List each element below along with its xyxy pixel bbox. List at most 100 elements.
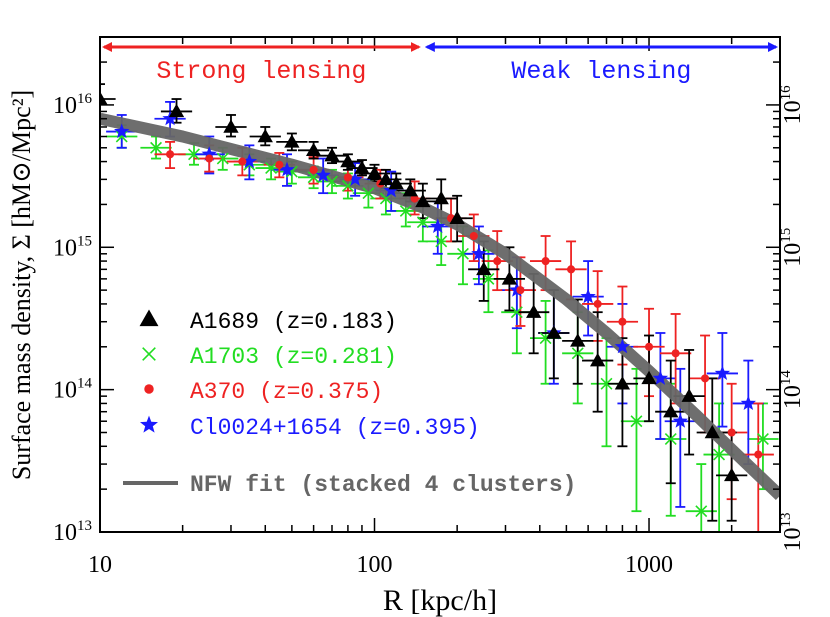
legend-fit-label: NFW fit (stacked 4 clusters) xyxy=(190,472,576,498)
data-point-cross xyxy=(416,216,429,229)
data-point-cross xyxy=(482,272,495,285)
x-tick-label: 1000 xyxy=(625,552,673,578)
legend-marker-triangle xyxy=(139,309,159,327)
y-tick-label-right: 1014 xyxy=(778,370,806,410)
data-point-star xyxy=(347,171,363,186)
data-point-circle xyxy=(343,173,352,182)
data-point-circle xyxy=(644,342,654,351)
data-point-circle xyxy=(469,231,478,241)
data-point-circle xyxy=(618,317,627,326)
data-point-cross xyxy=(456,247,469,260)
data-point-triangle xyxy=(681,388,697,402)
data-point-cross xyxy=(630,415,643,428)
data-point-circle xyxy=(410,194,419,203)
data-point-circle xyxy=(309,165,318,174)
tick-layer: 10 100 1000 1013 1013 1014 1014 1015 1015 1016 101… xyxy=(53,36,806,578)
data-point-circle xyxy=(593,299,602,308)
y-tick-label: 1016 xyxy=(53,91,93,119)
x-tick-label: 100 xyxy=(357,552,393,578)
plot-frame xyxy=(99,36,781,533)
data-point-triangle xyxy=(590,352,606,367)
x-axis-label: R [kpc/h] xyxy=(383,584,497,617)
data-point-triangle xyxy=(614,376,631,390)
data-point-star xyxy=(114,123,130,139)
y-tick-label: 1013 xyxy=(53,518,92,546)
data-point-triangle xyxy=(526,304,542,318)
data-point-triangle xyxy=(378,171,394,186)
data-point-circle xyxy=(727,428,736,437)
data-point-star xyxy=(471,245,487,261)
data-point-triangle xyxy=(570,333,586,347)
data-point-cross xyxy=(435,235,448,248)
data-point-triangle xyxy=(168,103,185,118)
y-tick-label-right: 1015 xyxy=(778,228,806,267)
y-tick-label-right: 1016 xyxy=(778,85,806,125)
data-point-cross xyxy=(571,347,584,360)
data-point-cross xyxy=(265,162,278,175)
data-point-cross xyxy=(188,148,200,161)
y-tick-label-right: 1013 xyxy=(778,513,806,552)
data-point-star xyxy=(162,110,178,126)
data-point-cross xyxy=(216,152,229,165)
data-point-triangle xyxy=(366,165,383,180)
data-point-cross xyxy=(510,306,523,319)
data-point-triangle xyxy=(724,467,740,482)
data-point-star xyxy=(315,167,331,182)
data-point-circle xyxy=(275,160,284,169)
data-point-triangle xyxy=(324,148,340,162)
data-point-star xyxy=(672,413,688,428)
data-point-triangle xyxy=(305,142,322,157)
legend-label: Cl0024+1654 (z=0.395) xyxy=(190,415,480,441)
y-tick-label: 1014 xyxy=(53,376,93,404)
data-point-star xyxy=(241,153,258,169)
data-point-triangle xyxy=(433,190,449,205)
data-point-circle xyxy=(166,150,175,159)
legend-marker-star xyxy=(140,415,158,433)
y-tick-label: 1015 xyxy=(53,233,92,261)
data-point-triangle xyxy=(284,134,300,148)
data-point-circle xyxy=(205,154,214,163)
data-point-triangle xyxy=(449,210,465,224)
fit-layer xyxy=(100,112,780,501)
data-point-triangle xyxy=(388,175,404,190)
legend-label: A1689 (z=0.183) xyxy=(190,309,397,335)
data-point-triangle xyxy=(704,424,720,439)
data-point-star xyxy=(201,146,217,161)
x-tick-label: 10 xyxy=(88,552,112,578)
data-point-triangle xyxy=(663,404,679,418)
data-point-cross xyxy=(150,141,162,154)
data-point-circle xyxy=(493,257,502,266)
data-point-triangle xyxy=(257,128,273,143)
data-point-triangle xyxy=(501,271,518,285)
data-point-triangle xyxy=(402,182,418,197)
nfw-fit-curve xyxy=(100,112,780,501)
data-point-cross xyxy=(362,187,375,200)
legend-marker-circle xyxy=(144,384,154,394)
data-point-star xyxy=(652,370,669,385)
data-point-circle xyxy=(238,157,247,166)
data-point-cross xyxy=(695,505,708,518)
data-point-star xyxy=(430,218,446,233)
region-label: Weak lensing xyxy=(511,57,691,86)
data-point-cross xyxy=(326,175,338,188)
data-point-triangle xyxy=(100,91,108,105)
data-point-star xyxy=(714,365,731,380)
data-point-triangle xyxy=(354,160,370,174)
data-point-circle xyxy=(541,257,550,266)
data-point-cross xyxy=(600,377,613,390)
data-point-star xyxy=(740,395,756,410)
data-point-cross xyxy=(756,433,769,445)
data-point-circle xyxy=(701,374,710,383)
data-point-star xyxy=(383,182,399,198)
region-label: Strong lensing xyxy=(156,57,366,86)
data-point-triangle xyxy=(546,325,562,339)
lensing-regions: Strong lensing Weak lensing xyxy=(102,42,778,86)
data-point-circle xyxy=(516,286,525,295)
legend-marker-cross xyxy=(142,347,156,361)
legend: A1689 (z=0.183) A1703 (z=0.281) A370 (z=0.… xyxy=(123,309,576,498)
points-layer xyxy=(100,91,769,518)
data-point-triangle xyxy=(340,153,356,168)
data-point-circle xyxy=(671,349,680,358)
data-point-star xyxy=(279,161,295,177)
